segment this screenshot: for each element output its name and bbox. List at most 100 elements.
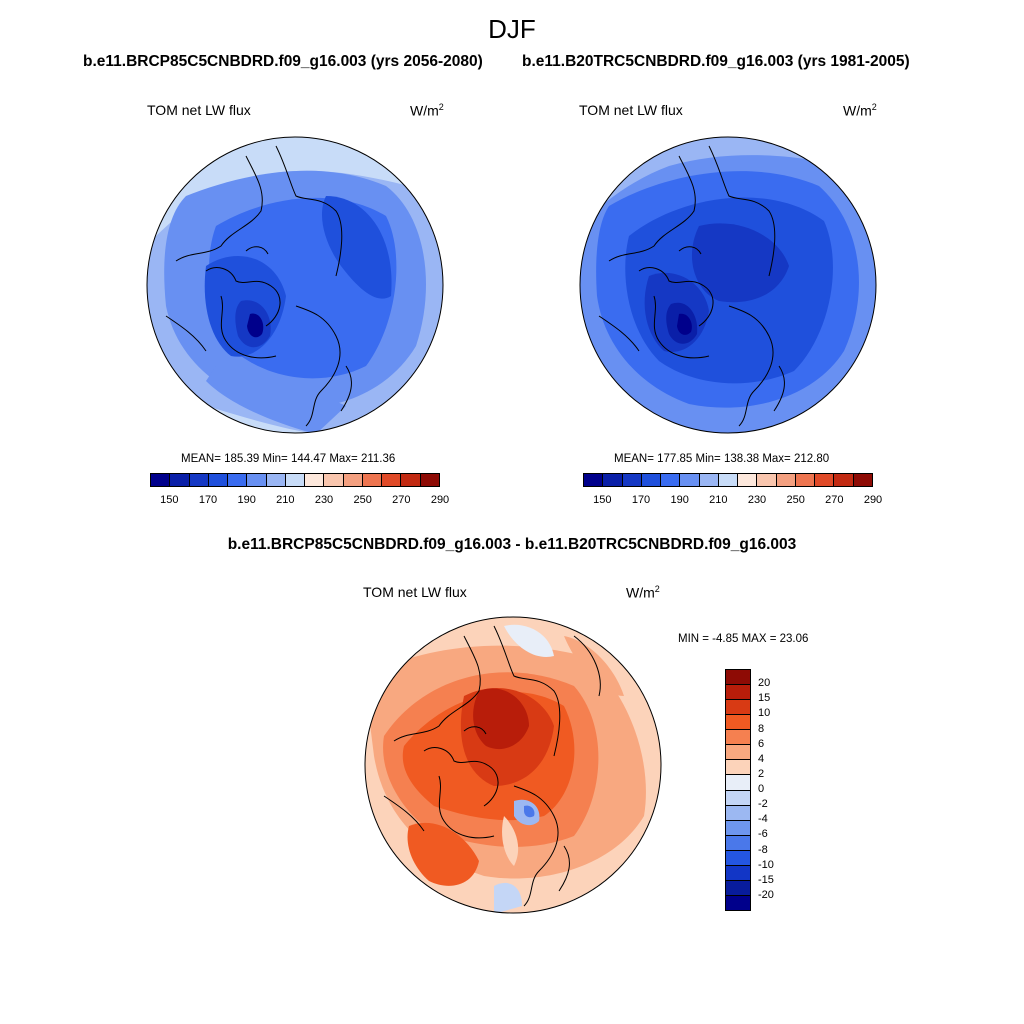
- colorbar-swatch: [641, 474, 662, 486]
- colorbar-swatch: [208, 474, 229, 486]
- colorbar-swatch: [622, 474, 642, 486]
- colorbar-left: [150, 473, 440, 487]
- colorbar-right-ticks: 150 170 190 210 230 250 270 290: [583, 494, 882, 508]
- colorbar-swatch: [738, 474, 758, 486]
- colorbar-swatch: [726, 895, 750, 910]
- colorbar-tick-label: -15: [758, 873, 774, 886]
- colorbar-tick-label: 210: [709, 494, 728, 506]
- colorbar-tick-label: -8: [758, 843, 768, 856]
- map-right-historical: [579, 136, 877, 434]
- colorbar-tick-label: 290: [863, 494, 883, 506]
- colorbar-swatch: [382, 474, 402, 486]
- diff-variable: TOM net LW flux: [363, 584, 467, 600]
- panel-left-units: W/m2: [410, 102, 444, 119]
- colorbar-tick-label: 250: [786, 494, 805, 506]
- colorbar-diff: [725, 669, 751, 911]
- colorbar-swatch: [834, 474, 854, 486]
- map-left-future: [146, 136, 444, 434]
- colorbar-tick-label: 230: [314, 494, 334, 506]
- colorbar-swatch: [726, 775, 750, 791]
- colorbar-tick-label: 270: [825, 494, 844, 506]
- colorbar-tick-label: -10: [758, 858, 774, 871]
- panel-right-case-title: b.e11.B20TRC5CNBDRD.f09_g16.003 (yrs 198…: [522, 53, 910, 70]
- colorbar-swatch: [343, 474, 363, 486]
- colorbar-swatch: [228, 474, 248, 486]
- diff-units-base: W/m: [626, 584, 655, 601]
- colorbar-swatch: [776, 474, 796, 486]
- colorbar-tick-label: 290: [430, 494, 450, 506]
- colorbar-swatch: [151, 474, 171, 486]
- panel-right-units-base: W/m: [843, 102, 872, 119]
- colorbar-tick-label: 10: [758, 707, 771, 720]
- panel-left-case-title: b.e11.BRCP85C5CNBDRD.f09_g16.003 (yrs 20…: [83, 53, 483, 70]
- colorbar-tick-label: 150: [160, 494, 179, 506]
- colorbar-swatch: [726, 700, 750, 716]
- colorbar-swatch: [362, 474, 383, 486]
- colorbar-swatch: [726, 805, 750, 821]
- colorbar-swatch: [726, 715, 750, 731]
- colorbar-tick-label: 190: [237, 494, 256, 506]
- panel-right-units: W/m2: [843, 102, 877, 119]
- colorbar-swatch: [324, 474, 344, 486]
- colorbar-tick-label: 4: [758, 752, 765, 765]
- colorbar-tick-label: 6: [758, 737, 765, 750]
- colorbar-swatch: [726, 880, 750, 896]
- colorbar-tick-label: 15: [758, 692, 771, 705]
- colorbar-swatch: [680, 474, 700, 486]
- colorbar-swatch: [305, 474, 325, 486]
- colorbar-swatch: [726, 790, 750, 806]
- colorbar-swatch: [795, 474, 816, 486]
- colorbar-swatch: [661, 474, 681, 486]
- diff-units: W/m2: [626, 584, 660, 601]
- diff-units-exp: 2: [654, 584, 660, 594]
- colorbar-swatch: [584, 474, 604, 486]
- panel-right-variable: TOM net LW flux: [579, 102, 683, 118]
- colorbar-tick-label: 2: [758, 767, 765, 780]
- colorbar-swatch: [726, 745, 750, 761]
- colorbar-tick-label: 250: [353, 494, 372, 506]
- colorbar-swatch: [853, 474, 872, 486]
- diff-title: b.e11.BRCP85C5CNBDRD.f09_g16.003 - b.e11…: [227, 536, 797, 553]
- colorbar-tick-label: 150: [593, 494, 612, 506]
- colorbar-tick-label: 190: [670, 494, 689, 506]
- colorbar-tick-label: -20: [758, 888, 774, 901]
- colorbar-swatch: [726, 865, 750, 881]
- colorbar-tick-label: -6: [758, 828, 768, 841]
- colorbar-tick-label: 20: [758, 677, 771, 690]
- colorbar-swatch: [718, 474, 739, 486]
- colorbar-tick-label: -2: [758, 798, 768, 811]
- panel-left-units-base: W/m: [410, 102, 439, 119]
- colorbar-tick-label: 270: [392, 494, 411, 506]
- colorbar-swatch: [401, 474, 421, 486]
- colorbar-left-ticks: 150 170 190 210 230 250 270 290: [150, 494, 449, 508]
- colorbar-swatch: [266, 474, 286, 486]
- colorbar-swatch: [189, 474, 209, 486]
- colorbar-diff-ticks: 20 15 10 8 6 4 2 0 -2 -4 -6 -8 -10 -15 -20: [758, 669, 798, 911]
- panel-left-variable: TOM net LW flux: [147, 102, 251, 118]
- figure-title: DJF: [488, 14, 536, 44]
- colorbar-tick-label: 170: [631, 494, 651, 506]
- colorbar-swatch: [757, 474, 777, 486]
- colorbar-tick-label: 210: [276, 494, 295, 506]
- colorbar-tick-label: 170: [198, 494, 218, 506]
- colorbar-swatch: [170, 474, 190, 486]
- colorbar-right: [583, 473, 873, 487]
- panel-right-units-exp: 2: [871, 102, 877, 112]
- colorbar-swatch: [726, 730, 750, 746]
- colorbar-tick-label: 8: [758, 722, 765, 735]
- colorbar-swatch: [726, 760, 750, 776]
- colorbar-tick-label: 0: [758, 783, 765, 795]
- colorbar-swatch: [726, 685, 750, 701]
- diff-stats: MIN = -4.85 MAX = 23.06: [678, 633, 809, 645]
- colorbar-swatch: [247, 474, 267, 486]
- colorbar-swatch: [726, 835, 750, 851]
- colorbar-tick-label: -4: [758, 813, 768, 826]
- colorbar-swatch: [726, 670, 750, 686]
- colorbar-swatch: [285, 474, 306, 486]
- map-difference: [364, 616, 662, 914]
- panel-left-stats: MEAN= 185.39 Min= 144.47 Max= 211.36: [181, 453, 396, 465]
- colorbar-swatch: [726, 820, 750, 836]
- panel-right-stats: MEAN= 177.85 Min= 138.38 Max= 212.80: [614, 453, 830, 465]
- colorbar-tick-label: 230: [747, 494, 767, 506]
- colorbar-swatch: [726, 850, 750, 866]
